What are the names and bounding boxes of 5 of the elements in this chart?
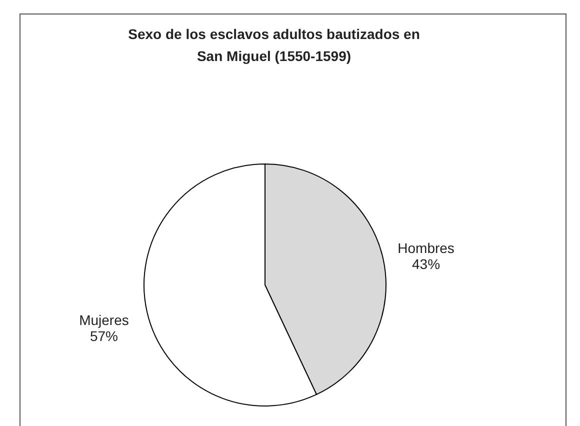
slice-label: Hombres — [398, 240, 454, 256]
data-label: 43% — [412, 256, 440, 272]
chart-title: Sexo de los esclavos adultos bautizados en San Miguel (1550-1599) — [128, 26, 420, 64]
slice-label: Mujeres — [79, 312, 129, 328]
data-label: 57% — [90, 328, 118, 344]
